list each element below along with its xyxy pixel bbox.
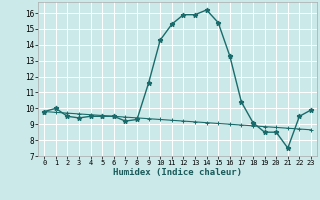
X-axis label: Humidex (Indice chaleur): Humidex (Indice chaleur): [113, 168, 242, 177]
